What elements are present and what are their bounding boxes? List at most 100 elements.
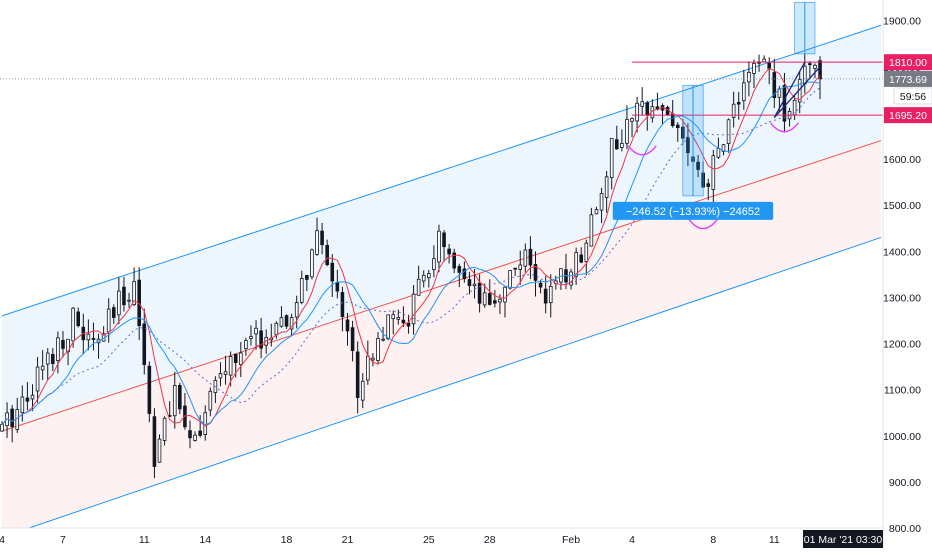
candle-body — [218, 373, 223, 379]
candle-body — [381, 338, 385, 341]
candle-body — [193, 434, 197, 441]
candle-body — [71, 307, 75, 342]
candle-body — [350, 327, 355, 352]
candle-body — [762, 58, 766, 63]
candle-body — [315, 230, 319, 255]
candle-body — [289, 317, 294, 330]
time-label-box — [803, 530, 883, 548]
candle-body — [208, 390, 213, 411]
candle-body — [20, 396, 25, 414]
candle-body — [335, 282, 340, 292]
level-label-3: 1773.69 — [889, 74, 927, 86]
x-tick-label: 11 — [139, 534, 150, 546]
time-label: 01 Mar '21 03:30 — [804, 534, 883, 546]
y-tick-label: 1900.00 — [883, 16, 921, 28]
candle-body — [609, 137, 614, 179]
candle-body — [122, 286, 126, 306]
candle-body — [188, 430, 192, 439]
candle-body — [310, 249, 314, 278]
candle-body — [559, 268, 563, 283]
moving-average-line-2 — [1, 81, 821, 426]
candle-body — [513, 267, 517, 270]
x-tick-label: 8 — [710, 534, 716, 546]
candle-body — [178, 385, 182, 410]
candle-body — [503, 286, 507, 303]
candle-body — [813, 64, 817, 69]
candle-body — [452, 252, 456, 269]
candle-body — [320, 230, 324, 246]
y-tick-label: 1200.00 — [883, 339, 921, 351]
candle-body — [371, 357, 375, 361]
moving-average-line-1 — [1, 67, 821, 427]
candle-body — [40, 365, 45, 371]
candle-body — [172, 385, 177, 417]
candle-body — [589, 214, 594, 247]
candle-body — [625, 119, 629, 144]
candle-body — [508, 270, 512, 289]
candle-body — [747, 72, 751, 83]
candle-body — [147, 365, 152, 414]
candle-body — [594, 209, 599, 215]
candle-body — [472, 283, 477, 287]
candle-body — [360, 380, 365, 401]
y-tick-label: 1300.00 — [883, 292, 921, 304]
candle-body — [462, 268, 467, 280]
candle-body — [396, 316, 401, 320]
candle-body — [569, 271, 573, 286]
candle-body — [645, 102, 650, 116]
candle-body — [432, 258, 436, 271]
candle-body — [76, 311, 81, 327]
candle-body — [30, 394, 35, 400]
candle-body — [355, 351, 360, 398]
candle-body — [376, 338, 380, 362]
candle-body — [259, 330, 263, 349]
candle-body — [411, 293, 416, 325]
candle-body — [244, 340, 248, 349]
y-tick-label: 1000.00 — [883, 431, 921, 443]
y-tick-label: 900.00 — [889, 477, 921, 489]
candle-body — [223, 371, 228, 375]
candle-body — [61, 339, 65, 349]
candle-body — [574, 252, 578, 277]
candle-body — [498, 298, 502, 303]
level-label-box-2 — [884, 107, 932, 124]
candle-body — [579, 254, 584, 263]
candle-body — [162, 417, 167, 441]
candle-body — [279, 317, 284, 327]
candle-body — [675, 124, 680, 128]
x-tick-label: 7 — [60, 534, 66, 546]
x-tick-label: 4 — [629, 534, 635, 546]
candle-body — [340, 292, 345, 317]
y-tick-label: 1400.00 — [883, 246, 921, 258]
time-axis-panel — [0, 528, 883, 550]
candle-body — [132, 281, 136, 306]
candle-body — [614, 139, 619, 150]
candle-body — [228, 356, 233, 376]
candle-body — [752, 62, 756, 74]
x-tick-label: Feb — [562, 534, 580, 546]
trendline-1 — [773, 66, 821, 118]
x-tick-label: 14 — [199, 534, 211, 546]
candle-body — [716, 147, 721, 158]
candle-body — [782, 85, 787, 122]
candle-body — [284, 315, 289, 327]
candle-body — [487, 293, 492, 305]
candle-body — [604, 176, 609, 198]
candle-body — [620, 142, 624, 148]
x-tick-label: 21 — [342, 534, 354, 546]
channel-lower-line — [1, 236, 882, 538]
candle-body — [10, 408, 14, 427]
candle-body — [518, 264, 523, 270]
candle-body — [736, 101, 741, 105]
measure-label-box-2 — [612, 201, 774, 220]
channel-upper-line — [1, 24, 882, 317]
candle-body — [742, 82, 746, 102]
candle-body — [528, 248, 533, 266]
candle-body — [391, 314, 396, 320]
x-tick-label: 11 — [769, 534, 780, 546]
candle-body — [706, 183, 711, 187]
candle-body — [45, 352, 50, 365]
candle-body — [366, 355, 370, 381]
